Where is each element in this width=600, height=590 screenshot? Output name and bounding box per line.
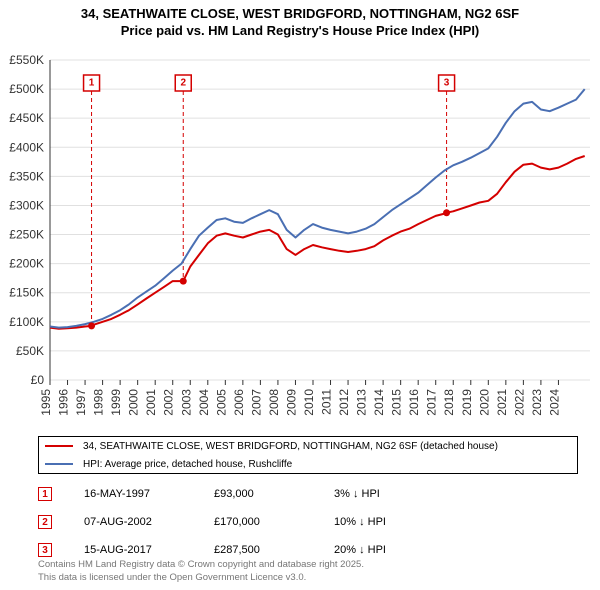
- sale-diff: 20% ↓ HPI: [334, 544, 454, 556]
- x-tick-label: 2017: [425, 388, 439, 415]
- y-tick-label: £400K: [9, 140, 44, 154]
- x-tick-label: 2015: [390, 388, 404, 415]
- x-tick-label: 2003: [179, 388, 193, 415]
- y-tick-label: £150K: [9, 286, 44, 300]
- x-tick-label: 1996: [57, 388, 71, 415]
- y-tick-label: £550K: [9, 53, 44, 67]
- x-tick-label: 2007: [249, 388, 263, 415]
- sale-marker-1: 1: [89, 77, 95, 88]
- x-tick-label: 2020: [477, 388, 491, 415]
- x-tick-label: 2023: [530, 388, 544, 415]
- chart-area: £0 £50K £100K £150K £200K £250K £300K £350K £400…: [0, 50, 600, 430]
- x-tick-label: 2008: [267, 388, 281, 415]
- legend-label: HPI: Average price, detached house, Rush…: [83, 459, 292, 470]
- title-line-2: Price paid vs. HM Land Registry's House …: [0, 23, 600, 40]
- series-hpi: [50, 89, 585, 328]
- chart-title: 34, SEATHWAITE CLOSE, WEST BRIDGFORD, NO…: [0, 0, 600, 40]
- sale-marker-2: 2: [180, 77, 186, 88]
- sale-diff: 10% ↓ HPI: [334, 516, 454, 528]
- y-tick-label: £250K: [9, 227, 44, 241]
- sale-date: 07-AUG-2002: [84, 516, 214, 528]
- sale-date: 16-MAY-1997: [84, 488, 214, 500]
- y-tick-label: £50K: [16, 344, 44, 358]
- sale-price: £287,500: [214, 544, 334, 556]
- y-tick-label: £100K: [9, 315, 44, 329]
- sale-price: £170,000: [214, 516, 334, 528]
- x-tick-label: 2013: [355, 388, 369, 415]
- y-tick-label: £500K: [9, 82, 44, 96]
- footer-line-1: Contains HM Land Registry data © Crown c…: [38, 559, 364, 571]
- x-tick-label: 2024: [547, 388, 561, 415]
- x-tick-label: 2004: [197, 388, 211, 415]
- x-tick-label: 1997: [74, 388, 88, 415]
- sale-date: 15-AUG-2017: [84, 544, 214, 556]
- x-tick-label: 1995: [39, 388, 53, 415]
- x-tick-label: 1999: [109, 388, 123, 415]
- sale-marker-3: 3: [444, 77, 450, 88]
- x-tick-label: 2006: [232, 388, 246, 415]
- x-tick-label: 1998: [92, 388, 106, 415]
- x-tick-label: 2010: [302, 388, 316, 415]
- x-tick-label: 2000: [127, 388, 141, 415]
- legend-swatch: [45, 463, 73, 465]
- x-tick-label: 2005: [214, 388, 228, 415]
- y-tick-label: £450K: [9, 111, 44, 125]
- x-tick-label: 2011: [320, 388, 334, 414]
- legend-swatch: [45, 445, 73, 447]
- legend-row: 34, SEATHWAITE CLOSE, WEST BRIDGFORD, NO…: [39, 437, 577, 455]
- sale-marker-box: 1: [38, 487, 52, 501]
- sale-row: 1 16-MAY-1997£93,0003% ↓ HPI: [38, 480, 578, 508]
- x-tick-label: 2001: [144, 388, 158, 415]
- sales-table: 116-MAY-1997£93,0003% ↓ HPI207-AUG-2002£…: [38, 480, 578, 564]
- x-tick-label: 2022: [512, 388, 526, 415]
- x-tick-label: 2021: [495, 388, 509, 415]
- legend: 34, SEATHWAITE CLOSE, WEST BRIDGFORD, NO…: [38, 436, 578, 474]
- legend-label: 34, SEATHWAITE CLOSE, WEST BRIDGFORD, NO…: [83, 441, 498, 452]
- x-tick-label: 2014: [372, 388, 386, 415]
- y-tick-label: £200K: [9, 256, 44, 270]
- y-tick-label: £300K: [9, 198, 44, 212]
- sale-price: £93,000: [214, 488, 334, 500]
- legend-row: HPI: Average price, detached house, Rush…: [39, 455, 577, 473]
- footer: Contains HM Land Registry data © Crown c…: [38, 559, 364, 584]
- sale-marker-box: 3: [38, 543, 52, 557]
- title-line-1: 34, SEATHWAITE CLOSE, WEST BRIDGFORD, NO…: [0, 6, 600, 23]
- sale-diff: 3% ↓ HPI: [334, 488, 454, 500]
- x-tick-label: 2009: [284, 388, 298, 415]
- y-tick-label: £0: [31, 373, 45, 387]
- sale-row: 2 07-AUG-2002£170,00010% ↓ HPI: [38, 508, 578, 536]
- y-tick-label: £350K: [9, 169, 44, 183]
- x-tick-label: 2012: [337, 388, 351, 415]
- line-chart: £0 £50K £100K £150K £200K £250K £300K £350K £400…: [0, 50, 600, 430]
- footer-line-2: This data is licensed under the Open Gov…: [38, 572, 364, 584]
- x-tick-label: 2016: [407, 388, 421, 415]
- x-tick-label: 2019: [460, 388, 474, 415]
- x-tick-label: 2018: [442, 388, 456, 415]
- x-tick-label: 2002: [162, 388, 176, 415]
- sale-marker-box: 2: [38, 515, 52, 529]
